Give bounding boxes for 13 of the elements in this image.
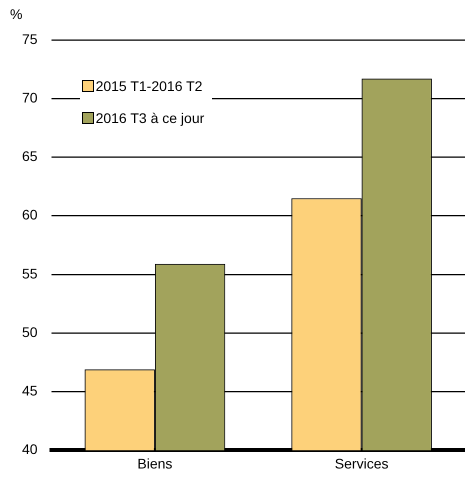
y-tick-label: 55 [22, 265, 38, 282]
x-tick-label: Services [334, 455, 388, 472]
legend-label: 2016 T3 à ce jour [96, 110, 204, 126]
y-tick-label: 40 [22, 441, 38, 458]
y-tick-label: 50 [22, 324, 38, 340]
y-tick-label: 75 [22, 30, 38, 47]
y-tick-label: 70 [22, 89, 38, 106]
x-tick-label: Biens [137, 455, 172, 472]
y-tick-label: 60 [22, 206, 38, 223]
legend-label: 2015 T1-2016 T2 [96, 78, 202, 94]
y-axis-title: % [10, 6, 22, 22]
y-tick-label: 45 [22, 382, 38, 398]
y-tick-label: 65 [22, 148, 38, 164]
